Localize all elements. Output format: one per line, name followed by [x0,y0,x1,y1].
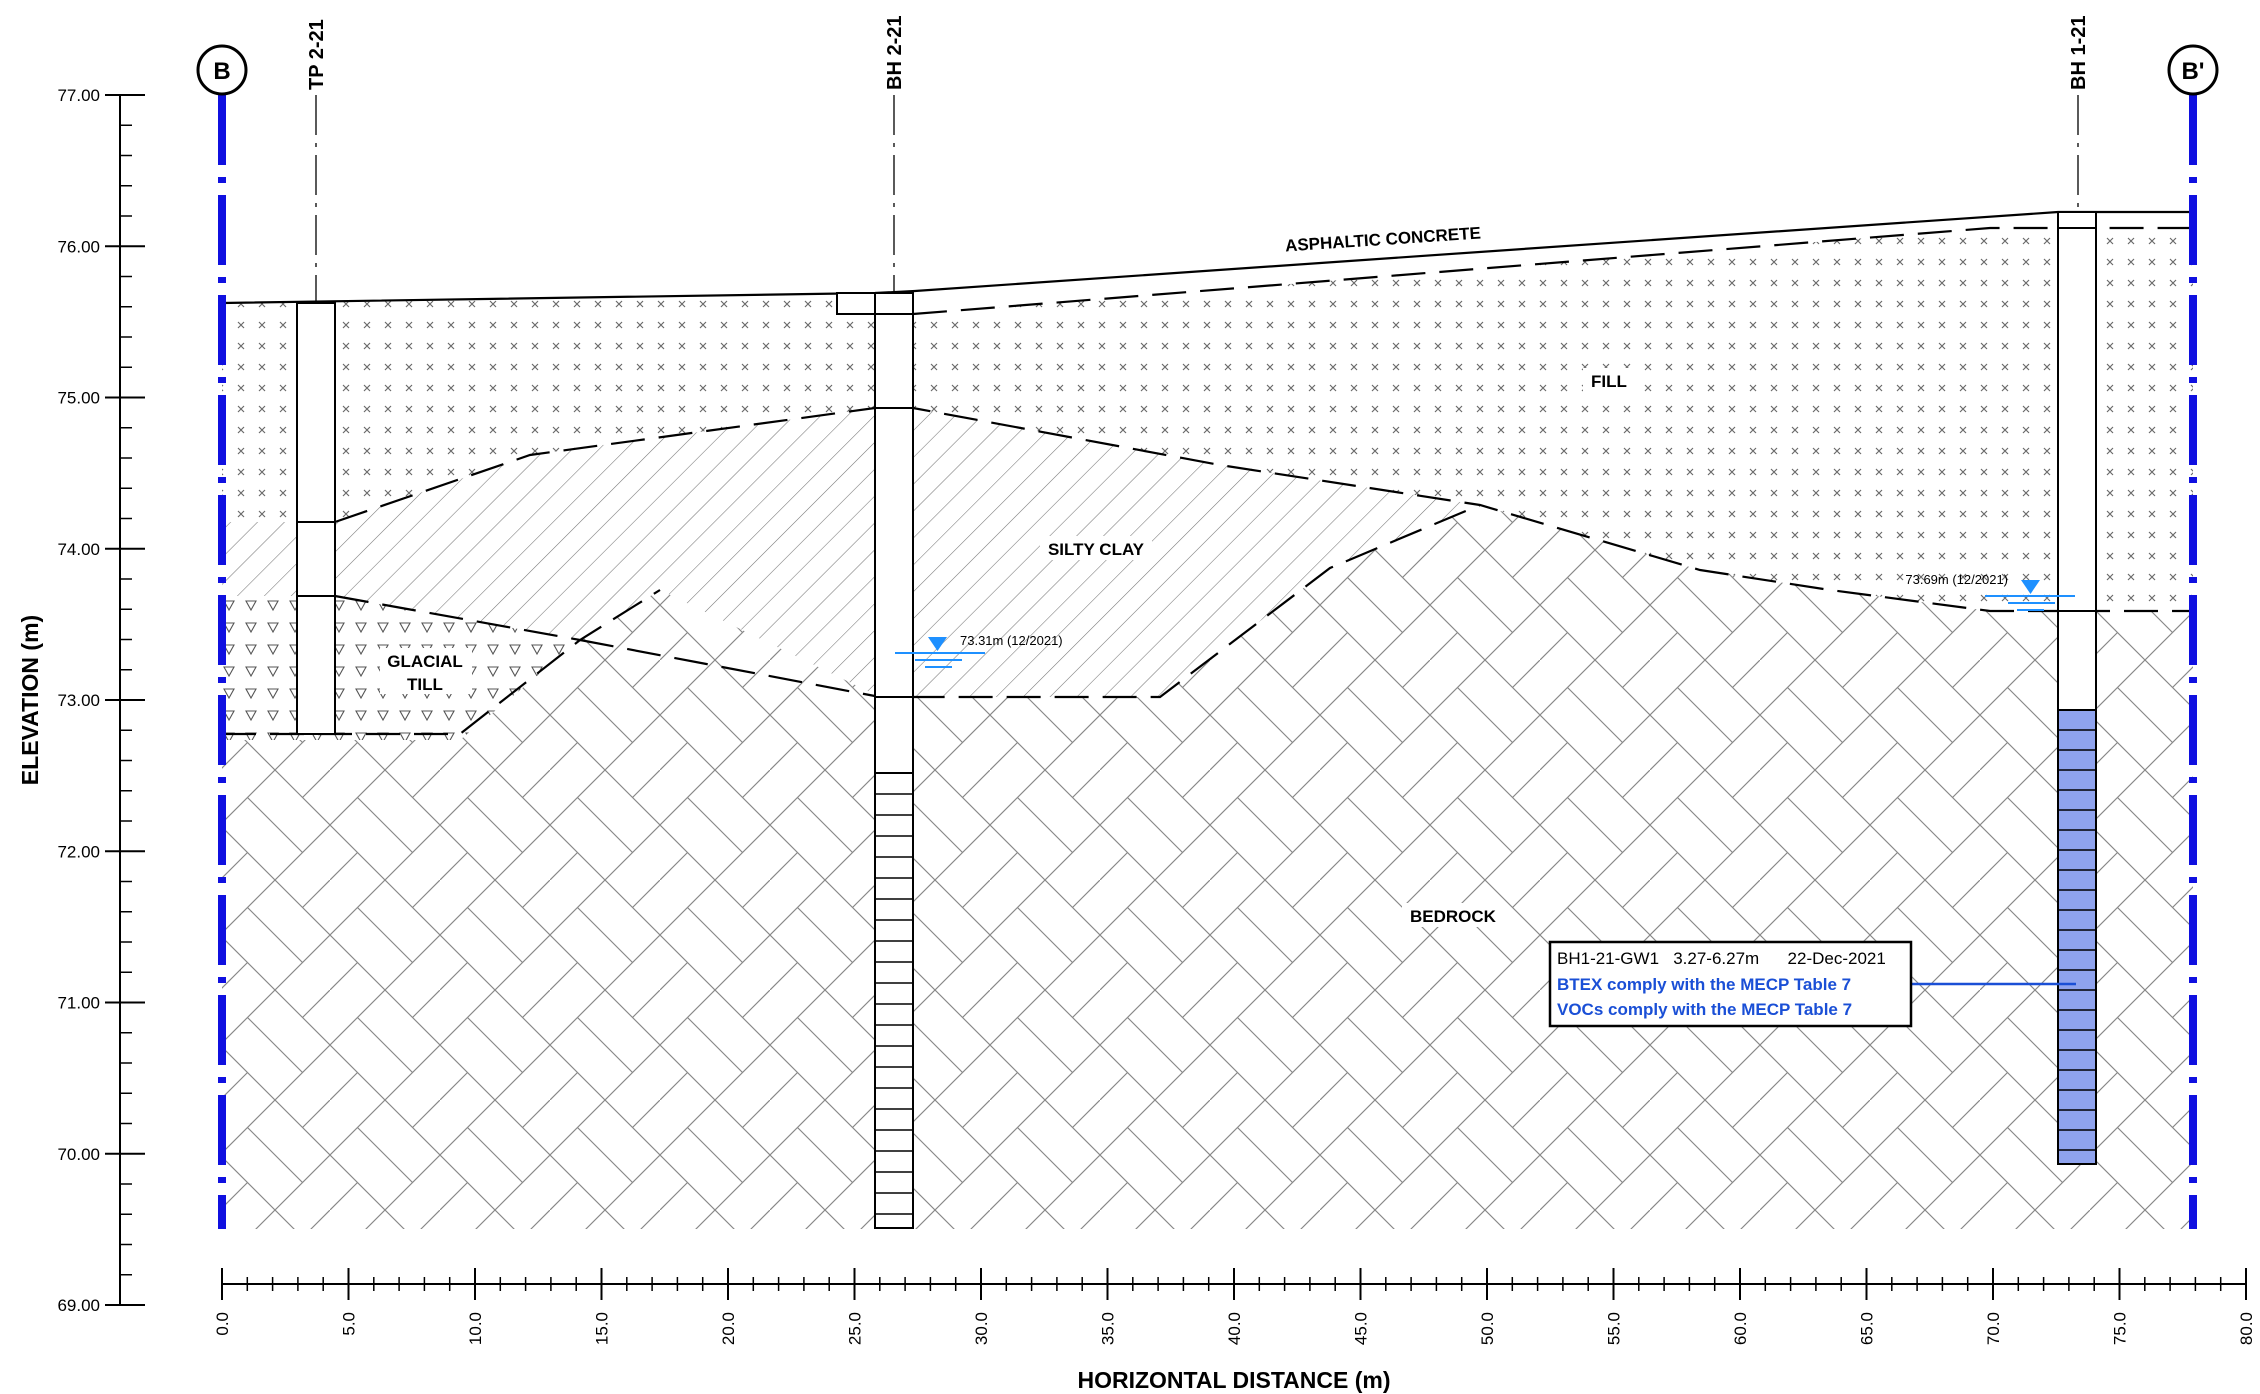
x-tick-label: 55.0 [1605,1312,1624,1345]
x-tick-label: 10.0 [466,1312,485,1345]
x-tick-label: 30.0 [972,1312,991,1345]
section-marker-b-prime-label: B' [2181,58,2204,85]
y-tick-label: 71.00 [57,994,100,1013]
section-lines: B B' [196,44,2219,1229]
fill-layer [222,228,2193,611]
till-label: TILL [407,675,443,694]
x-axis-title: HORIZONTAL DISTANCE (m) [1077,1367,1390,1393]
bh-2-21-label: BH 2-21 [884,16,906,90]
y-major-ticks: 77.00 76.00 75.00 74.00 73.00 72.00 71.00 70.00… [57,86,145,1315]
x-tick-label: 35.0 [1099,1312,1118,1345]
ground-surface-line [221,210,2193,305]
bh-1-21-screen [2058,729,2096,1151]
y-tick-label: 76.00 [57,237,100,256]
y-tick-label: 75.00 [57,389,100,408]
borehole-bh-2-21 [836,292,914,1229]
y-axis: 77.00 76.00 75.00 74.00 73.00 72.00 71.00 70.00… [17,86,145,1315]
x-tick-label: 80.0 [2237,1312,2256,1345]
x-tick-label: 5.0 [340,1312,359,1336]
borehole-titles: TP 2-21 BH 2-21 BH 1-21 [306,16,2090,303]
test-pit-tp-2-21 [296,302,336,735]
x-tick-label: 25.0 [846,1312,865,1345]
silty-clay-label: SILTY CLAY [1048,540,1145,559]
x-tick-label: 60.0 [1731,1312,1750,1345]
groundwater-sample-note: BH1-21-GW1 3.27-6.27m 22-Dec-2021 BTEX c… [1548,940,2076,1028]
asphalt-base-line [912,226,2193,316]
water-level-bh-1-21-label: 73.69m (12/2021) [1905,572,2008,587]
x-tick-label: 45.0 [1352,1312,1371,1345]
section-marker-b [196,44,248,96]
x-tick-label: 20.0 [719,1312,738,1345]
bedrock-label: BEDROCK [1410,907,1497,926]
bh-2-21-screen [875,793,913,1215]
water-level-bh-2-21-label: 73.31m (12/2021) [960,633,1063,648]
sample-note-vocs: VOCs comply with the MECP Table 7 [1557,1000,1852,1019]
water-level-bh-2-21: 73.31m (12/2021) [895,633,1063,668]
x-axis: 0.0 5.0 10.0 15.0 20.0 25.0 30.0 35.0 40.0 45.0 50… [213,1268,2256,1393]
x-tick-label: 50.0 [1478,1312,1497,1345]
fill-base-line [334,406,2193,613]
y-tick-label: 70.00 [57,1145,100,1164]
bh-1-21-label: BH 1-21 [2068,16,2090,90]
y-axis-title: ELEVATION (m) [17,615,43,785]
x-major-ticks: 0.0 5.0 10.0 15.0 20.0 25.0 30.0 35.0 40.0 45.0 50… [213,1268,2256,1345]
fill-label: FILL [1591,372,1627,391]
glacial-label: GLACIAL [387,652,463,671]
section-marker-b-label: B [213,58,230,85]
clay-bedrock-line [579,503,1481,699]
y-tick-label: 69.00 [57,1296,100,1315]
tp-2-21-label: TP 2-21 [306,19,328,90]
sample-note-id: BH1-21-GW1 3.27-6.27m 22-Dec-2021 [1557,949,1886,968]
x-tick-label: 15.0 [593,1312,612,1345]
bh-1-21-screen-fill [2057,709,2097,1165]
layer-boundaries [221,210,2193,736]
y-tick-label: 72.00 [57,842,100,861]
x-tick-label: 40.0 [1225,1312,1244,1345]
bedrock-layer [222,505,2193,1229]
section-marker-b-prime [2167,44,2219,96]
y-tick-label: 74.00 [57,540,100,559]
borehole-bh-1-21 [2057,211,2097,1165]
x-tick-label: 70.0 [1984,1312,2003,1345]
silty-clay-layer [222,408,1480,697]
y-tick-label: 73.00 [57,691,100,710]
y-tick-label: 77.00 [57,86,100,105]
sample-note-btex: BTEX comply with the MECP Table 7 [1557,975,1851,994]
strata [222,212,2193,1229]
x-tick-label: 65.0 [1858,1312,1877,1345]
x-tick-label: 75.0 [2111,1312,2130,1345]
x-tick-label: 0.0 [213,1312,232,1336]
water-level-bh-1-21: 73.69m (12/2021) [1905,572,2075,611]
